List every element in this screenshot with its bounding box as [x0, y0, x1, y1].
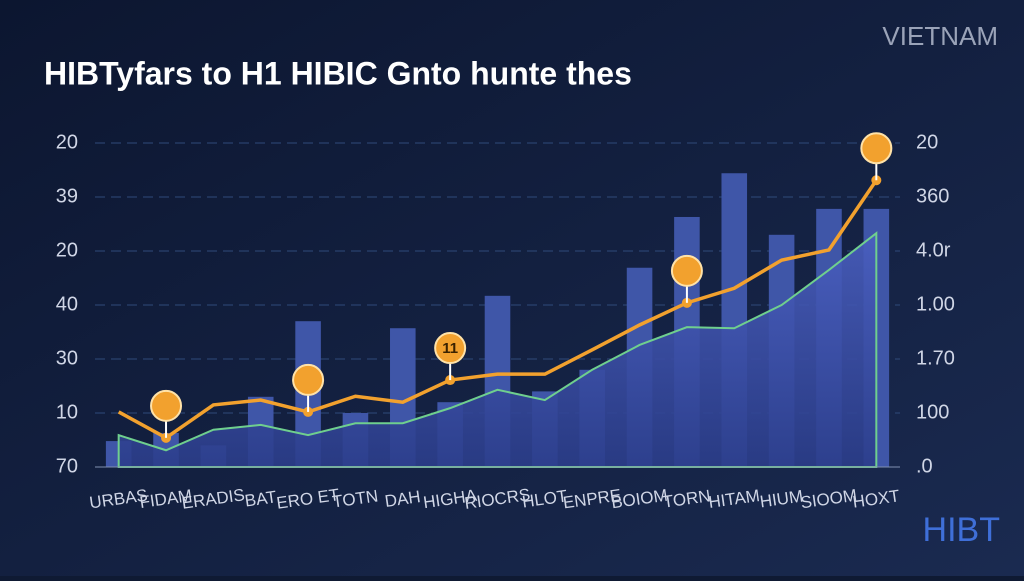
badge	[150, 389, 183, 422]
badge	[670, 254, 703, 287]
y2-tick-label: 4.0r	[916, 239, 951, 261]
y-tick-label: 70	[56, 455, 78, 477]
badge-label: 11	[442, 340, 458, 357]
y2-tick-label: 1.00	[916, 293, 955, 315]
line	[117, 179, 878, 440]
y-tick-label: 20	[56, 131, 78, 153]
y2-tick-label: 20	[916, 131, 938, 153]
y-tick-label: 30	[56, 347, 78, 369]
y2-tick-label: 1.70	[916, 347, 955, 369]
plot: 70103040203920.01001.701.004.0r36020URBA…	[56, 131, 955, 513]
x-tick-label: BAT	[244, 487, 278, 510]
y2-tick-label: .0	[916, 455, 933, 477]
area	[117, 231, 878, 468]
badge	[860, 132, 893, 165]
y-tick-label: 10	[56, 401, 78, 423]
x-tick-label: DAH	[384, 487, 422, 511]
y-tick-label: 39	[56, 185, 78, 207]
chart-title: HIBTyfars to H1 HIBIC Gnto hunte thes	[44, 55, 632, 91]
logo: HIBT	[923, 511, 1000, 549]
y2-tick-label: 360	[916, 185, 949, 207]
badge	[434, 332, 467, 365]
badge	[292, 363, 325, 396]
y-tick-label: 20	[56, 239, 78, 261]
y-tick-label: 40	[56, 293, 78, 315]
y2-tick-label: 100	[916, 401, 949, 423]
corner-label: VIETNAM	[882, 21, 998, 51]
